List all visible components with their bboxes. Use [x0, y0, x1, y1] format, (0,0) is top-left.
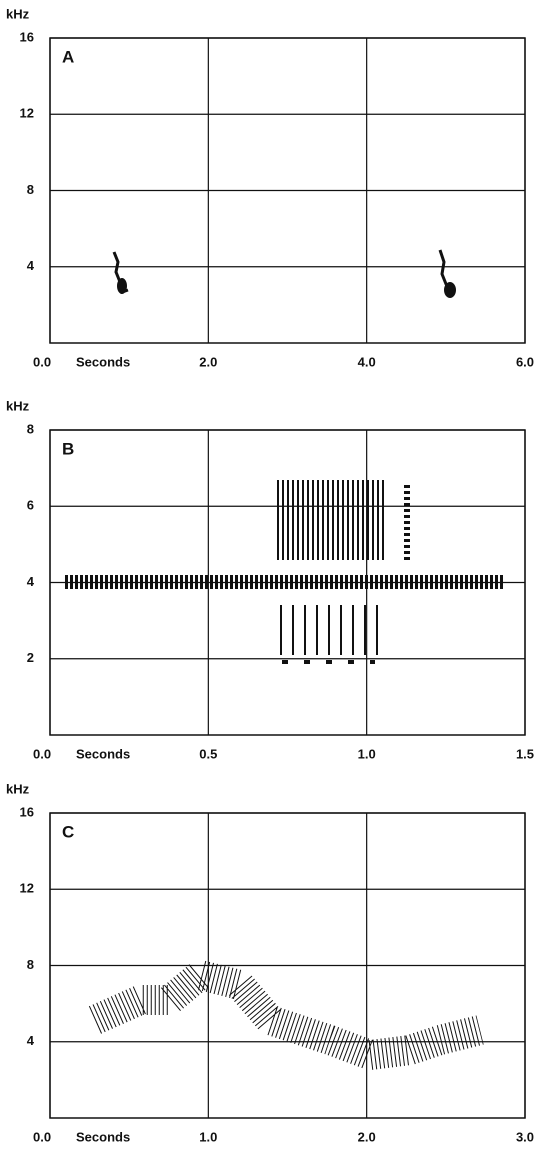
x-tick-label: 4.0 [358, 354, 376, 369]
x-tick-label: 0.5 [199, 746, 217, 761]
y-tick-label: 16 [20, 29, 34, 44]
y-axis-label: kHz [6, 781, 30, 796]
trace [444, 282, 456, 298]
x-tick-label: 0.0 [33, 746, 51, 761]
y-tick-label: 12 [20, 106, 34, 121]
y-tick-label: 8 [27, 182, 34, 197]
y-tick-label: 4 [27, 258, 35, 273]
x-tick-label: 1.5 [516, 746, 534, 761]
panel-label: C [62, 822, 74, 841]
y-tick-label: 8 [27, 421, 34, 436]
x-tick-label: 2.0 [358, 1129, 376, 1144]
y-tick-label: 4 [27, 574, 35, 589]
x-tick-label: 1.0 [358, 746, 376, 761]
x-axis-label: Seconds [76, 1129, 130, 1144]
spectrogram-traces [65, 249, 505, 1071]
x-tick-label: 6.0 [516, 354, 534, 369]
y-axis-label: kHz [6, 398, 30, 413]
y-axis-label: kHz [6, 6, 30, 21]
y-tick-label: 2 [27, 650, 34, 665]
trace [117, 278, 127, 294]
x-tick-label: 0.0 [33, 1129, 51, 1144]
x-tick-label: 0.0 [33, 354, 51, 369]
y-tick-label: 16 [20, 804, 34, 819]
panel-label: B [62, 439, 74, 458]
y-tick-label: 12 [20, 881, 34, 896]
y-tick-label: 6 [27, 498, 34, 513]
x-tick-label: 1.0 [199, 1129, 217, 1144]
panel-label: A [62, 47, 74, 66]
x-axis-label: Seconds [76, 354, 130, 369]
trace [88, 958, 484, 1071]
y-tick-label: 4 [27, 1033, 35, 1048]
y-tick-label: 8 [27, 957, 34, 972]
x-tick-label: 2.0 [199, 354, 217, 369]
x-axis-label: Seconds [76, 746, 130, 761]
x-tick-label: 3.0 [516, 1129, 534, 1144]
